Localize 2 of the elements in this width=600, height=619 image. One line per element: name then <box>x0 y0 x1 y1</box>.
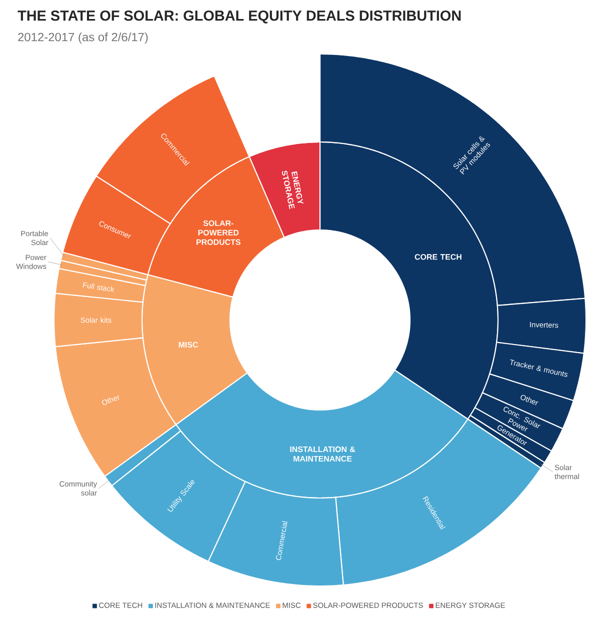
chart-subtitle: 2012-2017 (as of 2/6/17) <box>18 32 148 44</box>
chart-title: THE STATE OF SOLAR: GLOBAL EQUITY DEALS DISTRIBUTION <box>18 10 461 24</box>
